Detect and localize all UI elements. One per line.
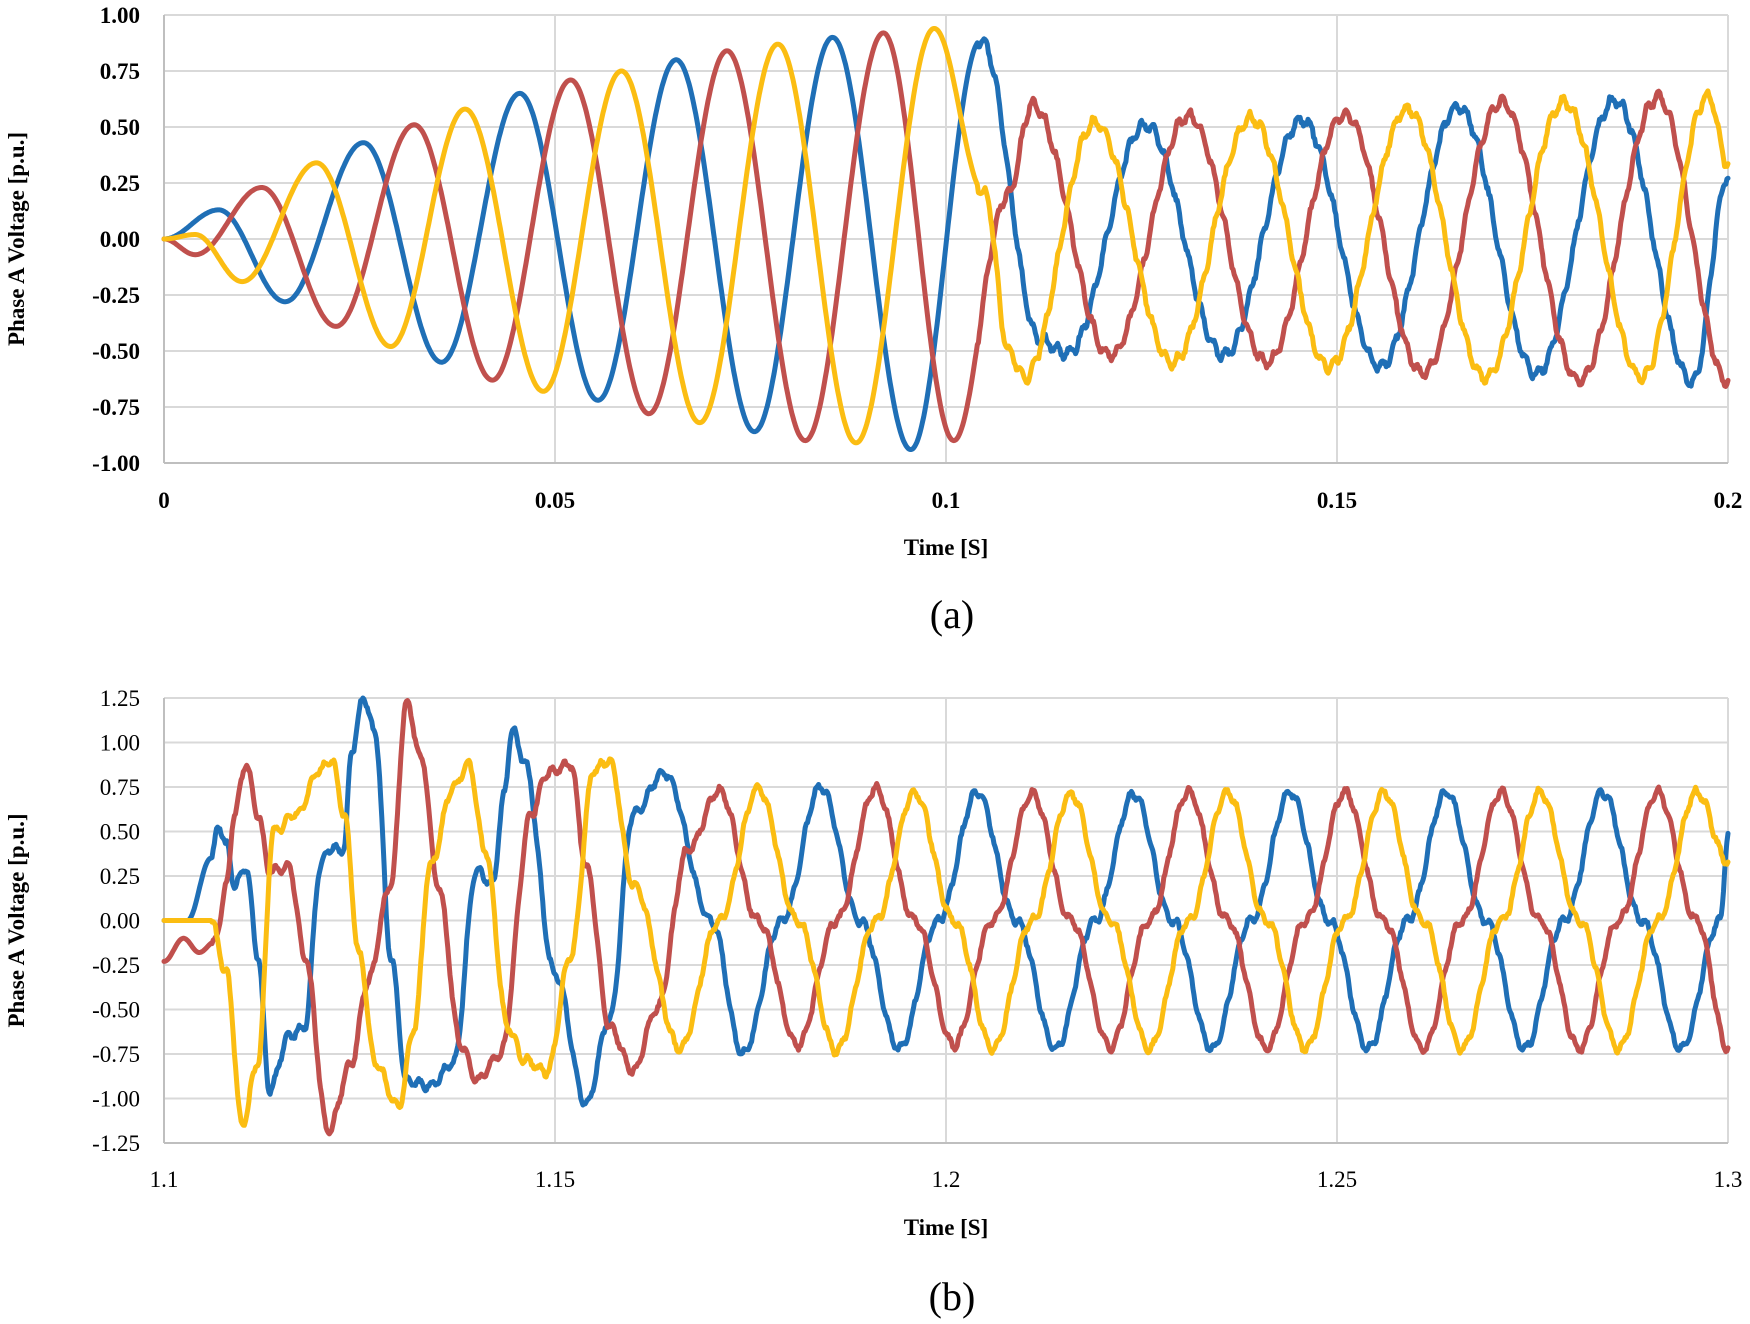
x-tick-label: 1.2	[932, 1167, 961, 1192]
chart-caption: (a)	[930, 592, 974, 637]
y-axis-title: Phase A Voltage [p.u.]	[4, 813, 29, 1027]
y-tick-label: 0.50	[100, 820, 140, 845]
series-line-2	[161, 30, 1731, 444]
x-tick-label: 0.15	[1317, 488, 1357, 513]
y-tick-label: -0.50	[92, 998, 140, 1023]
series-line-2	[161, 698, 1731, 1137]
y-tick-label: 0.75	[100, 59, 140, 84]
y-tick-label: -0.75	[92, 395, 140, 420]
chart-a: -1.00 -0.75 -0.50 -0.25 0.00 0.25 0.50 0.75 1.00…	[4, 3, 1742, 637]
y-tick-label: -1.00	[92, 1087, 140, 1112]
y-tick-label: -1.25	[92, 1131, 140, 1156]
y-tick-label: 1.00	[100, 3, 140, 28]
x-tick-label: 1.25	[1317, 1167, 1357, 1192]
y-tick-label: 0.00	[100, 909, 140, 934]
x-tick-label: 1.3	[1714, 1167, 1743, 1192]
series-line-3	[161, 756, 1731, 1128]
x-tick-label: 0	[158, 488, 170, 513]
chart-caption: (b)	[929, 1274, 976, 1319]
x-tick-label: 1.15	[535, 1167, 575, 1192]
x-axis-title: Time [S]	[904, 535, 989, 560]
x-axis-title: Time [S]	[904, 1215, 989, 1240]
y-tick-label: -0.75	[92, 1042, 140, 1067]
y-tick-label: 1.25	[100, 686, 140, 711]
y-tick-label: -0.50	[92, 339, 140, 364]
series-line-1	[161, 34, 1731, 452]
chart-b: -1.25 -1.00 -0.75 -0.50 -0.25 0.00 0.25 0.50 0.7…	[4, 686, 1742, 1319]
y-tick-label: 0.50	[100, 115, 140, 140]
y-tick-label: -1.00	[92, 451, 140, 476]
x-tick-label: 0.1	[932, 488, 961, 513]
y-axis-title: Phase A Voltage [p.u.]	[4, 132, 29, 346]
y-tick-label: 0.00	[100, 227, 140, 252]
y-tick-label: 1.00	[100, 731, 140, 756]
y-tick-label: -0.25	[92, 953, 140, 978]
y-tick-label: -0.25	[92, 283, 140, 308]
x-tick-label: 0.2	[1714, 488, 1743, 513]
y-tick-label: 0.75	[100, 775, 140, 800]
x-tick-label: 1.1	[150, 1167, 179, 1192]
y-tick-label: 0.25	[100, 864, 140, 889]
series-line-3	[161, 26, 1731, 446]
y-tick-label: 0.25	[100, 171, 140, 196]
x-tick-label: 0.05	[535, 488, 575, 513]
